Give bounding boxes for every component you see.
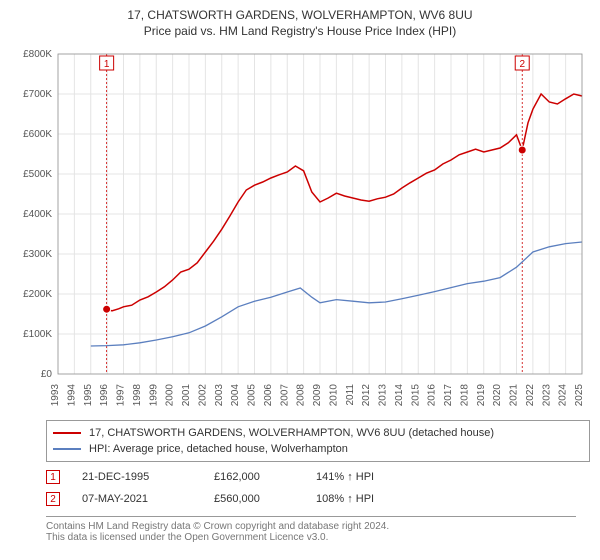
title-block: 17, CHATSWORTH GARDENS, WOLVERHAMPTON, W… — [8, 8, 592, 38]
svg-text:1: 1 — [104, 59, 110, 70]
svg-text:£0: £0 — [41, 369, 53, 380]
footer-line2: This data is licensed under the Open Gov… — [46, 532, 576, 543]
svg-text:2010: 2010 — [328, 384, 339, 407]
svg-text:2003: 2003 — [214, 384, 225, 407]
event-date: 07-MAY-2021 — [82, 493, 192, 505]
event-row: 1 21-DEC-1995 £162,000 141% ↑ HPI — [46, 466, 576, 488]
legend-item-hpi: HPI: Average price, detached house, Wolv… — [53, 441, 583, 457]
svg-text:2017: 2017 — [443, 384, 454, 407]
svg-text:£300K: £300K — [23, 249, 52, 260]
svg-text:1995: 1995 — [83, 384, 94, 407]
svg-text:£500K: £500K — [23, 169, 52, 180]
price-chart: £0 £100K £200K £300K £400K £500K £600K £700K £80… — [8, 44, 592, 414]
event-row: 2 07-MAY-2021 £560,000 108% ↑ HPI — [46, 488, 576, 510]
svg-text:2001: 2001 — [181, 384, 192, 407]
events-table: 1 21-DEC-1995 £162,000 141% ↑ HPI 2 07-M… — [46, 466, 576, 510]
footer: Contains HM Land Registry data © Crown c… — [46, 516, 576, 543]
svg-text:1996: 1996 — [99, 384, 110, 407]
footer-line1: Contains HM Land Registry data © Crown c… — [46, 521, 576, 532]
svg-text:2016: 2016 — [427, 384, 438, 407]
svg-text:2024: 2024 — [558, 384, 569, 407]
svg-text:2019: 2019 — [476, 384, 487, 407]
svg-text:1997: 1997 — [116, 384, 127, 407]
legend-swatch — [53, 432, 81, 434]
event-pct: 141% ↑ HPI — [316, 471, 374, 483]
svg-text:2009: 2009 — [312, 384, 323, 407]
svg-text:2015: 2015 — [410, 384, 421, 407]
legend-label: HPI: Average price, detached house, Wolv… — [89, 443, 348, 455]
svg-text:2005: 2005 — [247, 384, 258, 407]
page-subtitle: Price paid vs. HM Land Registry's House … — [8, 24, 592, 38]
svg-text:£600K: £600K — [23, 129, 52, 140]
svg-text:2000: 2000 — [165, 384, 176, 407]
svg-text:2014: 2014 — [394, 384, 405, 407]
svg-text:1993: 1993 — [50, 384, 61, 407]
svg-text:2020: 2020 — [492, 384, 503, 407]
svg-text:2023: 2023 — [541, 384, 552, 407]
svg-text:£400K: £400K — [23, 209, 52, 220]
event-price: £560,000 — [214, 493, 294, 505]
svg-text:2007: 2007 — [279, 384, 290, 407]
svg-text:2002: 2002 — [197, 384, 208, 407]
event-marker-2: 2 — [46, 492, 60, 506]
svg-text:2004: 2004 — [230, 384, 241, 407]
svg-text:2013: 2013 — [378, 384, 389, 407]
svg-text:2012: 2012 — [361, 384, 372, 407]
legend-label: 17, CHATSWORTH GARDENS, WOLVERHAMPTON, W… — [89, 427, 494, 439]
svg-text:1994: 1994 — [66, 384, 77, 407]
svg-text:£700K: £700K — [23, 89, 52, 100]
svg-text:£800K: £800K — [23, 49, 52, 60]
svg-text:£100K: £100K — [23, 329, 52, 340]
page-title: 17, CHATSWORTH GARDENS, WOLVERHAMPTON, W… — [8, 8, 592, 22]
svg-text:£200K: £200K — [23, 289, 52, 300]
svg-text:2006: 2006 — [263, 384, 274, 407]
svg-text:1998: 1998 — [132, 384, 143, 407]
legend-item-property: 17, CHATSWORTH GARDENS, WOLVERHAMPTON, W… — [53, 425, 583, 441]
svg-text:2: 2 — [519, 59, 525, 70]
legend: 17, CHATSWORTH GARDENS, WOLVERHAMPTON, W… — [46, 420, 590, 462]
svg-text:1999: 1999 — [148, 384, 159, 407]
svg-text:2022: 2022 — [525, 384, 536, 407]
svg-text:2008: 2008 — [296, 384, 307, 407]
svg-text:2021: 2021 — [509, 384, 520, 407]
legend-swatch — [53, 448, 81, 450]
event-date: 21-DEC-1995 — [82, 471, 192, 483]
svg-text:2018: 2018 — [459, 384, 470, 407]
event-pct: 108% ↑ HPI — [316, 493, 374, 505]
event-marker-1: 1 — [46, 470, 60, 484]
svg-text:2011: 2011 — [345, 384, 356, 406]
svg-text:2025: 2025 — [574, 384, 585, 407]
event-price: £162,000 — [214, 471, 294, 483]
